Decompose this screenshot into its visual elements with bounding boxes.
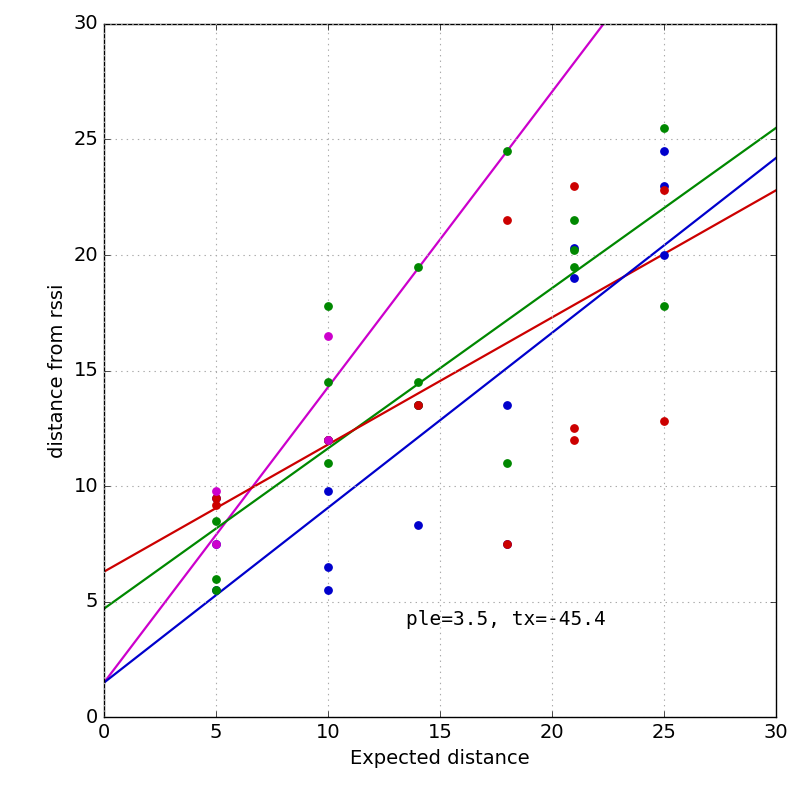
Point [568, 422, 581, 435]
Point [411, 376, 424, 389]
Point [210, 515, 222, 528]
Point [322, 376, 334, 389]
Point [501, 537, 514, 550]
X-axis label: Expected distance: Expected distance [350, 749, 530, 768]
Text: ple=3.5, tx=-45.4: ple=3.5, tx=-45.4 [406, 610, 606, 629]
Point [210, 491, 222, 505]
Point [501, 398, 514, 411]
Point [322, 434, 334, 446]
Point [501, 144, 514, 157]
Point [210, 537, 222, 550]
Point [411, 398, 424, 411]
Point [658, 184, 670, 197]
Point [658, 179, 670, 192]
Point [658, 300, 670, 312]
Point [210, 583, 222, 596]
Point [210, 485, 222, 497]
Point [322, 583, 334, 596]
Point [568, 244, 581, 257]
Point [658, 144, 670, 157]
Point [322, 434, 334, 446]
Point [501, 214, 514, 227]
Point [322, 485, 334, 497]
Point [568, 241, 581, 254]
Point [322, 434, 334, 446]
Point [322, 561, 334, 574]
Point [501, 537, 514, 550]
Point [658, 249, 670, 261]
Point [411, 260, 424, 273]
Point [568, 214, 581, 227]
Point [568, 434, 581, 446]
Point [568, 260, 581, 273]
Point [210, 572, 222, 585]
Point [568, 179, 581, 192]
Point [658, 415, 670, 428]
Point [210, 583, 222, 596]
Point [411, 398, 424, 411]
Y-axis label: distance from rssi: distance from rssi [48, 284, 66, 457]
Point [658, 122, 670, 135]
Point [322, 457, 334, 469]
Point [411, 398, 424, 411]
Point [411, 519, 424, 532]
Point [210, 491, 222, 505]
Point [501, 457, 514, 469]
Point [210, 498, 222, 511]
Point [322, 434, 334, 446]
Point [322, 330, 334, 343]
Point [210, 537, 222, 550]
Point [568, 272, 581, 285]
Point [322, 300, 334, 312]
